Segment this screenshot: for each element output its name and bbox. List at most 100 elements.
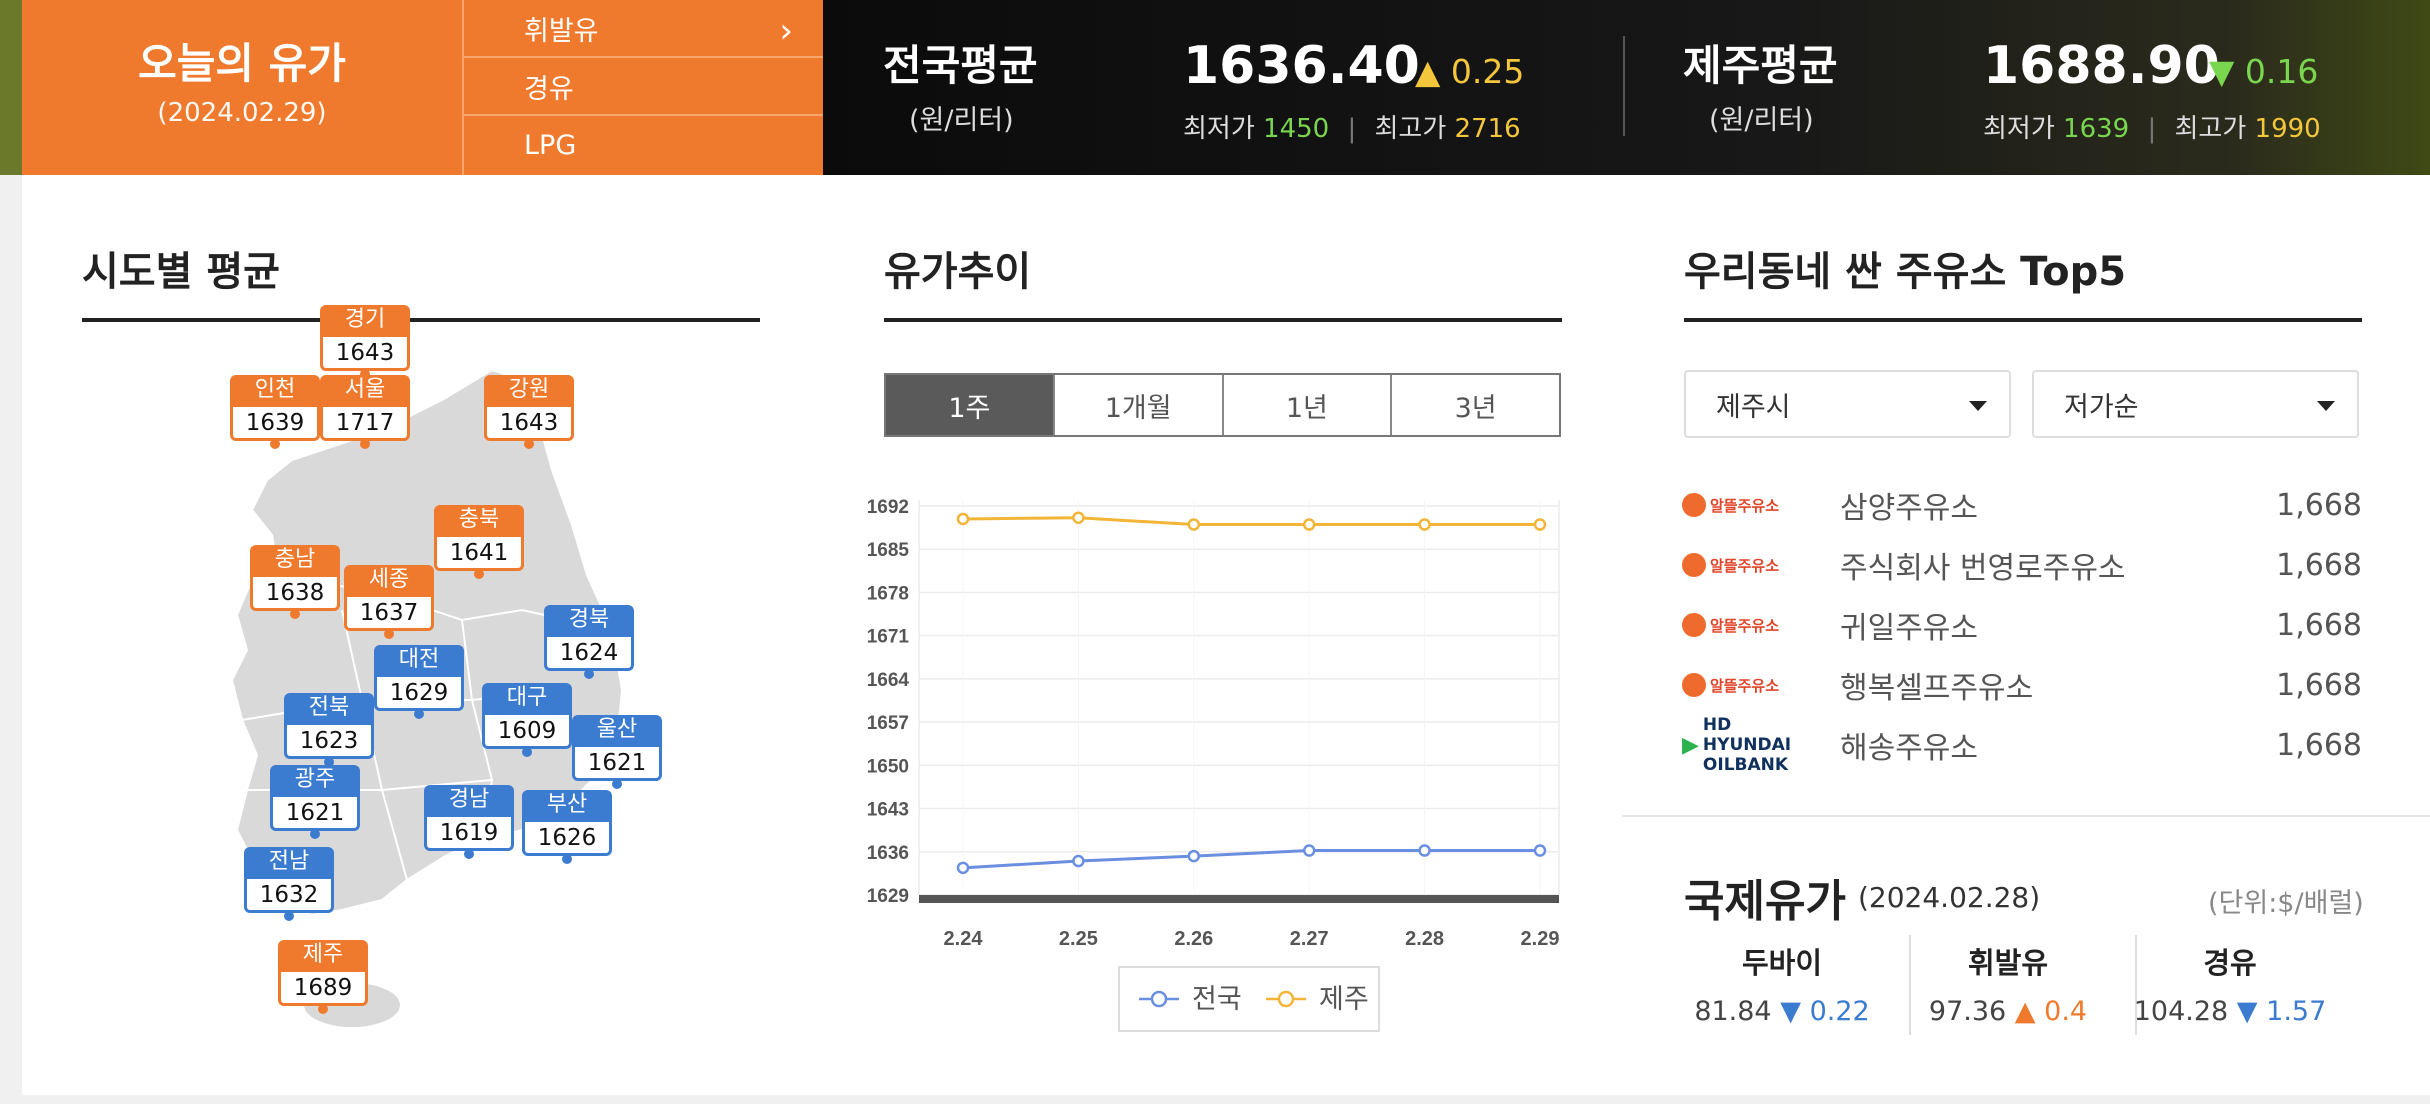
average-price-banner: 전국평균 (원/리터) 1636.40 ▲ 0.25 최저가 1450 | 최고… [823, 0, 2430, 175]
region-name: 인천 [230, 375, 320, 407]
y-tick-label: 1692 [867, 497, 909, 518]
region-pin[interactable]: 세종 1637 [344, 565, 434, 639]
fuel-tab-label: 경유 [524, 73, 574, 105]
region-pin[interactable]: 대구 1609 [482, 683, 572, 757]
y-tick-label: 1664 [867, 670, 910, 691]
today-price-box: 오늘의 유가 (2024.02.29) [22, 0, 462, 175]
data-point [1533, 518, 1547, 531]
region-pin[interactable]: 경남 1619 [424, 785, 514, 859]
station-name: 행복셀프주유소 [1840, 671, 2034, 706]
region-pin[interactable]: 인천 1639 [230, 375, 320, 449]
region-name: 경북 [544, 605, 634, 637]
data-point [1072, 511, 1085, 524]
tab-1year[interactable]: 1년 [1223, 375, 1393, 435]
region-value: 1629 [374, 677, 464, 711]
region-pin[interactable]: 전북 1623 [284, 693, 374, 767]
region-marker [270, 439, 280, 449]
brand-name: 알뜰주유소 [1710, 676, 1780, 695]
region-pin[interactable]: 부산 1626 [522, 790, 612, 864]
sort-select[interactable]: 저가순 [2032, 370, 2359, 438]
jeju-avg-title: 제주평균 [1683, 41, 1838, 90]
top5-panel-title: 우리동네 싼 주유소 Top5 [1684, 249, 2127, 295]
region-pin[interactable]: 충북 1641 [434, 505, 524, 579]
region-pin[interactable]: 전남 1632 [244, 847, 334, 921]
station-row[interactable]: 알뜰주유소 귀일주유소 1,668 [1682, 595, 2362, 655]
national-change-value: 0.25 [1450, 52, 1525, 91]
legend-marker [1277, 990, 1295, 1008]
station-name: 해송주유소 [1840, 731, 1978, 766]
region-value: 1639 [230, 407, 320, 441]
region-value: 1689 [278, 972, 368, 1006]
station-row[interactable]: 알뜰주유소 행복셀프주유소 1,668 [1682, 655, 2362, 715]
national-price: 1636.40 [1183, 36, 1420, 96]
jeju-unit: (원/리터) [1709, 105, 1814, 136]
data-point [1187, 849, 1201, 863]
national-min: 1450 [1263, 114, 1330, 144]
region-name: 부산 [522, 790, 612, 822]
region-name: 대전 [374, 645, 464, 677]
station-row[interactable]: 알뜰주유소 삼양주유소 1,668 [1682, 475, 2362, 535]
intl-item-value: 81.84 [1694, 996, 1772, 1027]
x-tick-label: 2.24 [944, 928, 984, 950]
brand-name: 알뜰주유소 [1710, 616, 1780, 635]
intl-unit: (단위:$/배럴) [2208, 888, 2364, 919]
station-row[interactable]: 알뜰주유소 주식회사 번영로주유소 1,668 [1682, 535, 2362, 595]
region-value: 1641 [434, 537, 524, 571]
region-marker [284, 911, 294, 921]
sort-select-value: 저가순 [2064, 391, 2139, 423]
region-name: 전북 [284, 693, 374, 725]
region-pin[interactable]: 대전 1629 [374, 645, 464, 719]
station-name: 주식회사 번영로주유소 [1840, 551, 2126, 586]
brand-name: HD HYUNDAI OILBANK [1702, 715, 1792, 775]
region-value: 1632 [244, 879, 334, 913]
intl-divider [2135, 935, 2137, 1035]
region-select-value: 제주시 [1716, 391, 1791, 423]
region-pin[interactable]: 강원 1643 [484, 375, 574, 449]
region-pin[interactable]: 경북 1624 [544, 605, 634, 679]
station-name: 귀일주유소 [1840, 611, 1978, 646]
intl-item-name: 두바이 [1741, 946, 1823, 980]
alddle-logo: 알뜰주유소 [1682, 611, 1787, 639]
region-value: 1623 [284, 725, 374, 759]
region-marker [360, 439, 370, 449]
down-arrow-icon: ▼ [2236, 996, 2258, 1027]
brand-name: 알뜰주유소 [1710, 496, 1780, 515]
intl-item-value-row: 97.36 ▲ 0.4 [1898, 996, 2118, 1027]
tab-1month[interactable]: 1개월 [1054, 375, 1224, 435]
station-name: 삼양주유소 [1840, 491, 1978, 526]
legend-label: 제주 [1319, 984, 1369, 1014]
today-title: 오늘의 유가 [138, 39, 346, 88]
region-value: 1638 [250, 577, 340, 611]
x-tick-label: 2.27 [1290, 928, 1329, 950]
national-change: ▲ 0.25 [1415, 52, 1524, 91]
dropdown-caret-icon [2317, 401, 2335, 411]
alddle-logo: 알뜰주유소 [1682, 671, 1787, 699]
region-select[interactable]: 제주시 [1684, 370, 2011, 438]
region-marker [384, 629, 394, 639]
fuel-tab-gasoline[interactable]: 휘발유 › [464, 0, 823, 58]
region-pin[interactable]: 제주 1689 [278, 940, 368, 1014]
region-pin[interactable]: 경기 1643 [320, 305, 410, 379]
station-price: 1,668 [2276, 667, 2362, 703]
region-pin[interactable]: 서울 1717 [320, 375, 410, 449]
min-label: 최저가 [1983, 114, 2055, 144]
x-tick-label: 2.29 [1521, 928, 1560, 950]
intl-item-value-row: 81.84 ▼ 0.22 [1672, 996, 1892, 1027]
region-pin[interactable]: 충남 1638 [250, 545, 340, 619]
chevron-right-icon: › [779, 11, 793, 51]
fuel-tab-diesel[interactable]: 경유 [464, 58, 823, 116]
region-pin[interactable]: 울산 1621 [572, 715, 662, 789]
intl-divider [1909, 935, 1911, 1035]
min-label: 최저가 [1183, 114, 1255, 144]
y-tick-label: 1629 [867, 886, 909, 907]
fuel-tab-lpg[interactable]: LPG [464, 116, 823, 174]
tab-3years[interactable]: 3년 [1392, 375, 1559, 435]
region-marker [524, 439, 534, 449]
national-max: 2716 [1454, 114, 1521, 144]
station-row[interactable]: ▶ HD HYUNDAI OILBANK 해송주유소 1,668 [1682, 715, 2362, 775]
region-marker [522, 747, 532, 757]
tab-1week[interactable]: 1주 [886, 375, 1055, 435]
divider [1623, 36, 1625, 136]
y-tick-label: 1678 [867, 583, 909, 604]
region-pin[interactable]: 광주 1621 [270, 765, 360, 839]
